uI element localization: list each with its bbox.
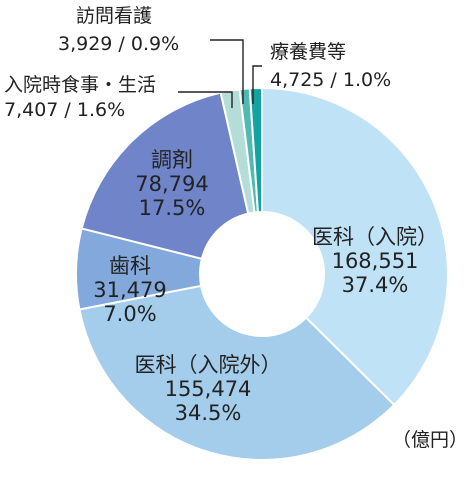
slice-label-homecare-value: 3,929 / 0.9% bbox=[58, 33, 179, 55]
donut-slice-6 bbox=[248, 86, 263, 214]
slice-label-pharmacy-name: 調剤 bbox=[151, 148, 193, 172]
unit-note: （億円） bbox=[392, 429, 468, 451]
slice-label-outpatient-name: 医科（入院外） bbox=[135, 353, 282, 377]
slice-label-pharmacy-value: 78,794 bbox=[135, 172, 208, 196]
slice-label-outpatient-value: 155,474 bbox=[165, 377, 252, 401]
donut-slice-3 bbox=[80, 91, 250, 261]
slice-label-homecare-name: 訪問看護 bbox=[76, 5, 152, 27]
donut-slice-1 bbox=[78, 284, 396, 461]
leader-line-homecare bbox=[210, 39, 244, 104]
donut-slice-0 bbox=[261, 86, 449, 407]
slice-label-pharmacy-percent: 17.5% bbox=[139, 196, 206, 220]
leader-line-meal bbox=[178, 91, 233, 108]
leader-line-therapy bbox=[252, 65, 262, 104]
slice-label-inpatient-name: 医科（入院） bbox=[312, 225, 438, 249]
slice-label-dental-name: 歯科 bbox=[109, 254, 151, 278]
slice-label-outpatient-percent: 34.5% bbox=[175, 401, 242, 425]
slice-label-dental-value: 31,479 bbox=[93, 278, 166, 302]
donut-slices bbox=[75, 86, 449, 461]
slice-label-meal-name: 入院時食事・生活 bbox=[4, 74, 156, 96]
slice-label-dental-percent: 7.0% bbox=[103, 302, 156, 326]
slice-label-meal-value: 7,407 / 1.6% bbox=[4, 99, 125, 121]
slice-label-therapy-name: 療養費等 bbox=[270, 41, 346, 63]
slice-label-therapy-value: 4,725 / 1.0% bbox=[270, 69, 391, 91]
slice-label-inpatient-value: 168,551 bbox=[332, 249, 419, 273]
slice-label-inpatient-percent: 37.4% bbox=[342, 273, 409, 297]
